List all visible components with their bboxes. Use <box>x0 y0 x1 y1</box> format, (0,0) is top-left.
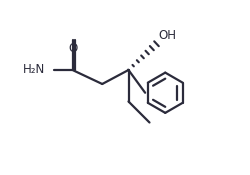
Text: O: O <box>68 42 78 55</box>
Text: H₂N: H₂N <box>23 63 46 76</box>
Text: OH: OH <box>158 29 176 42</box>
